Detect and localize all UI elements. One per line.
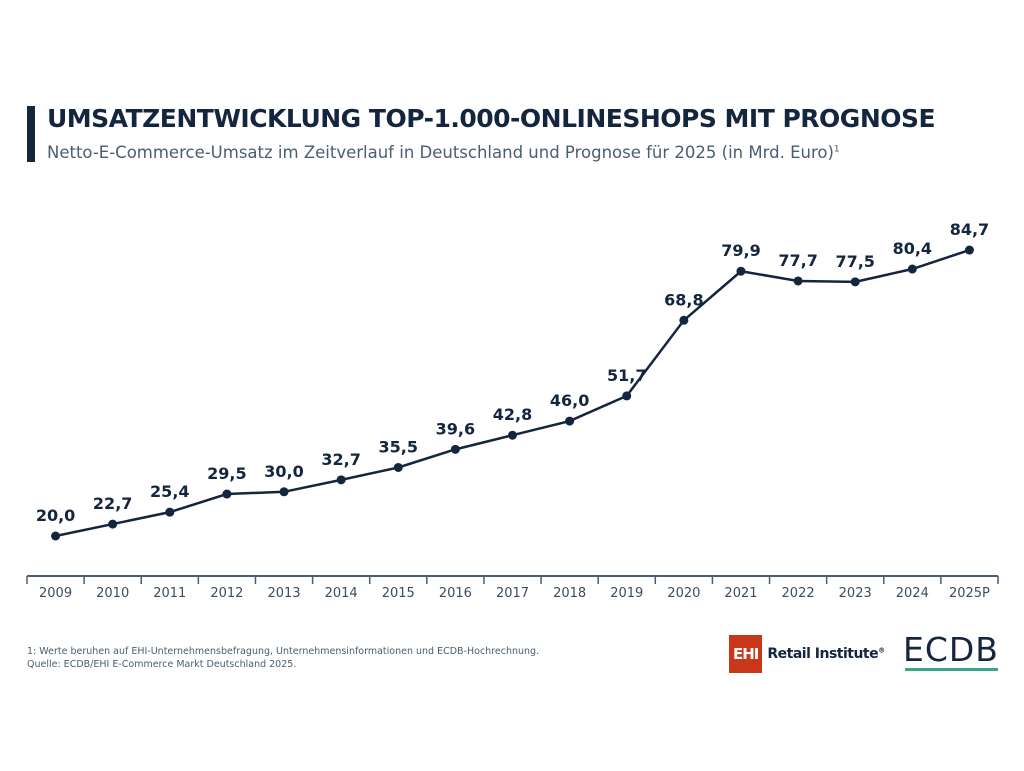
data-label: 77,7 bbox=[778, 251, 817, 270]
footnote-marker: 1 bbox=[833, 144, 840, 155]
ehi-logo-text: Retail Institute® bbox=[767, 646, 885, 662]
data-point bbox=[165, 507, 175, 517]
registered-mark: ® bbox=[878, 646, 885, 655]
data-label: 51,7 bbox=[607, 366, 646, 385]
data-label: 39,6 bbox=[436, 419, 475, 438]
data-label: 68,8 bbox=[664, 290, 703, 309]
x-tick-label: 2022 bbox=[782, 586, 815, 601]
x-tick-label: 2011 bbox=[153, 586, 186, 601]
chart-subtitle: Netto-E-Commerce-Umsatz im Zeitverlauf i… bbox=[47, 143, 840, 162]
data-point bbox=[907, 264, 917, 274]
data-label: 32,7 bbox=[321, 450, 360, 469]
data-label: 35,5 bbox=[379, 437, 418, 456]
data-label: 42,8 bbox=[493, 405, 532, 424]
footnote: 1: Werte beruhen auf EHI-Unternehmensbef… bbox=[27, 645, 539, 671]
source-text: Quelle: ECDB/EHI E-Commerce Markt Deutsc… bbox=[27, 659, 297, 670]
x-tick-label: 2016 bbox=[439, 586, 472, 601]
data-label: 79,9 bbox=[721, 241, 760, 260]
data-point bbox=[222, 489, 232, 499]
ehi-logo-box: EHI bbox=[729, 635, 763, 673]
x-tick-label: 2013 bbox=[267, 586, 300, 601]
subtitle-text: Netto-E-Commerce-Umsatz im Zeitverlauf i… bbox=[47, 143, 834, 162]
ehi-logo: EHI Retail Institute® bbox=[729, 635, 885, 673]
chart-title: UMSATZENTWICKLUNG TOP-1.000-ONLINESHOPS … bbox=[47, 104, 936, 133]
x-tick-label: 2019 bbox=[610, 586, 643, 601]
data-point bbox=[508, 430, 517, 440]
data-point bbox=[679, 315, 689, 325]
x-tick-label: 2021 bbox=[724, 586, 757, 601]
data-point bbox=[850, 277, 860, 287]
data-label: 29,5 bbox=[207, 464, 246, 483]
data-point bbox=[51, 531, 61, 541]
series-line bbox=[55, 248, 970, 538]
data-point bbox=[108, 519, 118, 529]
data-label: 84,7 bbox=[950, 220, 989, 239]
data-point bbox=[565, 416, 575, 426]
x-tick-label: 2009 bbox=[39, 586, 72, 601]
x-tick-label: 2025P bbox=[949, 586, 990, 601]
x-tick-label: 2018 bbox=[553, 586, 586, 601]
ecdb-logo: ECDB bbox=[903, 630, 999, 669]
ehi-name: Retail Institute bbox=[767, 646, 879, 662]
title-accent-bar bbox=[27, 106, 35, 162]
data-label: 30,0 bbox=[264, 462, 303, 481]
data-point bbox=[450, 444, 460, 454]
x-tick-label: 2024 bbox=[896, 586, 929, 601]
x-tick-label: 2023 bbox=[839, 586, 872, 601]
x-tick-label: 2017 bbox=[496, 586, 529, 601]
x-tick-label: 2010 bbox=[96, 586, 129, 601]
data-point bbox=[336, 475, 346, 485]
data-label: 20,0 bbox=[36, 506, 75, 525]
data-label: 77,5 bbox=[835, 252, 874, 271]
x-tick-label: 2014 bbox=[325, 586, 358, 601]
data-point bbox=[393, 462, 403, 472]
data-point bbox=[793, 276, 803, 286]
data-label: 46,0 bbox=[550, 391, 589, 410]
x-tick-label: 2020 bbox=[667, 586, 700, 601]
ecdb-logo-underline bbox=[905, 668, 998, 671]
data-label: 22,7 bbox=[93, 494, 132, 513]
x-tick-label: 2015 bbox=[382, 586, 415, 601]
data-label: 25,4 bbox=[150, 482, 189, 501]
footnote-text: 1: Werte beruhen auf EHI-Unternehmensbef… bbox=[27, 646, 540, 657]
x-tick-label: 2012 bbox=[210, 586, 243, 601]
data-point bbox=[279, 487, 289, 497]
data-label: 80,4 bbox=[893, 239, 932, 258]
data-point bbox=[964, 245, 974, 255]
data-point bbox=[622, 391, 632, 401]
data-point bbox=[736, 266, 746, 276]
